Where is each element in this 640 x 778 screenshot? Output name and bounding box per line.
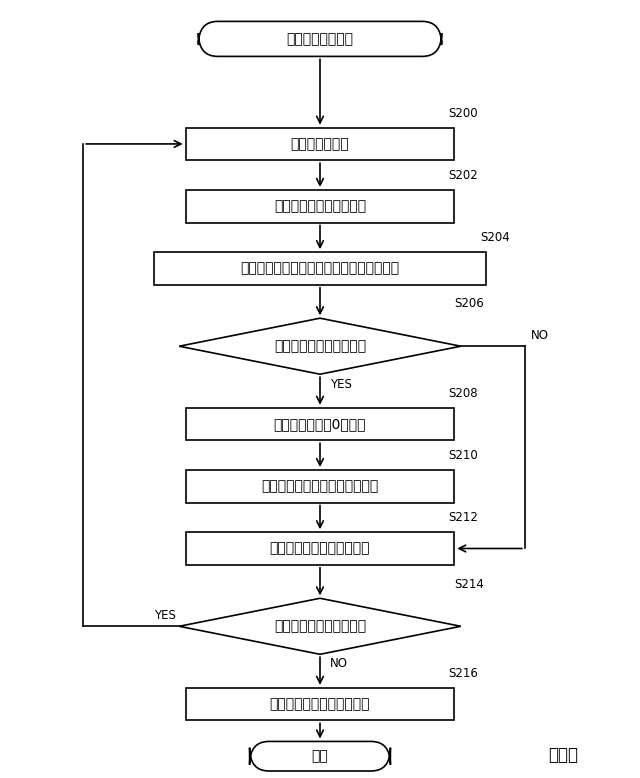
FancyBboxPatch shape: [186, 688, 454, 720]
Text: 選択画像を検査画像に設定: 選択画像を検査画像に設定: [269, 541, 371, 555]
Text: 画像抽出処理開始: 画像抽出処理開始: [287, 32, 353, 46]
FancyBboxPatch shape: [186, 408, 454, 440]
Text: S214: S214: [454, 577, 484, 591]
Text: NO: NO: [531, 329, 549, 342]
Text: S202: S202: [448, 169, 477, 182]
Text: S210: S210: [448, 449, 477, 462]
Text: 検査画像と測位情報を出力: 検査画像と測位情報を出力: [269, 697, 371, 711]
Text: YES: YES: [154, 609, 176, 622]
Text: S200: S200: [448, 107, 477, 120]
FancyBboxPatch shape: [186, 470, 454, 503]
Text: 移動距離合計を0に設定: 移動距離合計を0に設定: [274, 417, 366, 431]
Text: 移動距離合計に、画像間の移動距離を加算: 移動距離合計に、画像間の移動距離を加算: [241, 261, 399, 275]
Text: S208: S208: [448, 387, 477, 400]
Text: 画像または測位結果なし: 画像または測位結果なし: [274, 619, 366, 633]
Text: NO: NO: [330, 657, 348, 670]
Text: S212: S212: [448, 511, 478, 524]
FancyBboxPatch shape: [250, 741, 390, 771]
Text: S206: S206: [454, 297, 484, 310]
Text: S204: S204: [480, 231, 509, 244]
Polygon shape: [179, 318, 461, 374]
Text: 選択画像と測位情報を対応付け: 選択画像と測位情報を対応付け: [261, 479, 379, 493]
FancyBboxPatch shape: [186, 532, 454, 565]
Text: 次の画像を選択: 次の画像を選択: [291, 137, 349, 151]
Text: 図１４: 図１４: [548, 745, 578, 764]
Polygon shape: [179, 598, 461, 654]
Text: YES: YES: [330, 378, 351, 391]
Text: 終了: 終了: [312, 749, 328, 763]
Text: S216: S216: [448, 667, 478, 680]
FancyBboxPatch shape: [186, 128, 454, 160]
FancyBboxPatch shape: [154, 252, 486, 285]
FancyBboxPatch shape: [198, 22, 442, 57]
Text: 画像間の移動距離を算出: 画像間の移動距離を算出: [274, 199, 366, 213]
Text: 移動距離合計＞設定距離: 移動距離合計＞設定距離: [274, 339, 366, 353]
FancyBboxPatch shape: [186, 190, 454, 223]
